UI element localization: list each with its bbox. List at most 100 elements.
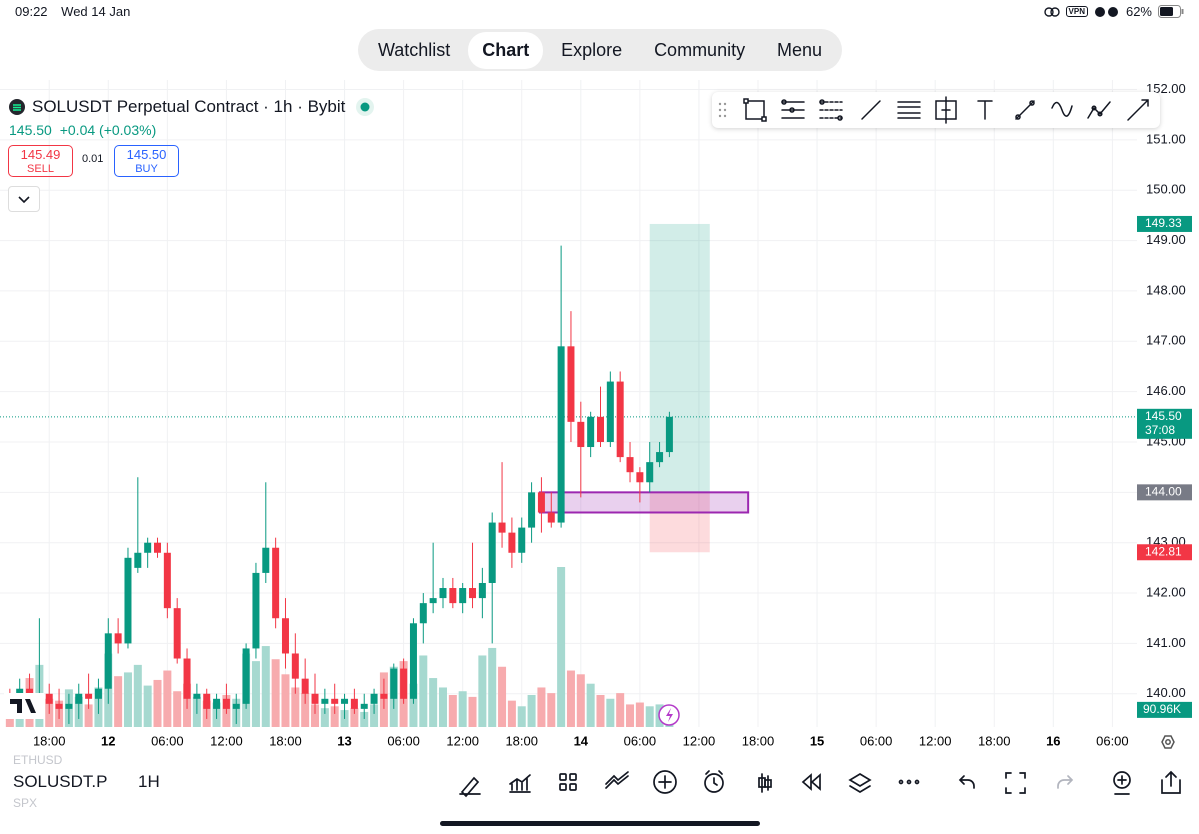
nav-tab[interactable]: Menu — [777, 39, 823, 60]
tool-measure[interactable] — [935, 96, 957, 124]
settings-icon[interactable] — [1161, 735, 1175, 749]
candle-body — [85, 693, 93, 699]
symbol-title[interactable]: SOLUSDT Perpetual Contract · 1h · Bybit — [32, 97, 346, 116]
volume-bar — [557, 567, 566, 727]
x-tick-label: 18:00 — [33, 733, 66, 748]
tool-text[interactable] — [977, 100, 993, 120]
nav-tab[interactable]: Explore — [561, 39, 623, 60]
candle-body — [596, 416, 604, 442]
tv-logo — [4, 693, 44, 719]
tool-parallel[interactable] — [781, 99, 805, 119]
last-price-label: 145.50 — [1145, 409, 1182, 423]
buy-button[interactable]: 145.50 BUY — [114, 145, 179, 177]
x-tick-label: 06:00 — [860, 733, 893, 748]
sell-price: 145.49 — [20, 147, 61, 162]
candle-body — [528, 492, 536, 528]
sell-button[interactable]: 145.49 SELL — [8, 145, 73, 177]
stop-label: 142.81 — [1145, 544, 1182, 558]
volume-bar — [458, 691, 467, 727]
watch-symbol[interactable]: SPX — [13, 796, 38, 810]
volume-bar — [261, 646, 270, 727]
home-indicator — [440, 821, 760, 826]
tool-horizontal[interactable] — [897, 101, 921, 119]
tool-fib[interactable] — [819, 99, 843, 121]
candle-body — [478, 582, 486, 599]
y-tick-label: 148.00 — [1146, 282, 1186, 297]
candle-body — [242, 648, 250, 704]
candle-body — [616, 381, 624, 458]
volume-bar — [123, 672, 132, 727]
volume-bar — [251, 661, 260, 727]
header-change: +0.04 (+0.03%) — [59, 122, 157, 138]
candle-body — [65, 703, 73, 709]
tool-trend-line[interactable] — [861, 100, 881, 120]
candle-body — [646, 462, 654, 483]
volume-bar — [153, 679, 162, 727]
target-label: 149.33 — [1145, 216, 1182, 230]
candle-body — [469, 588, 477, 599]
nav-tab[interactable]: Community — [654, 39, 746, 60]
volume-bar — [645, 706, 654, 727]
candle-body — [262, 547, 270, 573]
volume-bar — [468, 696, 477, 727]
candle-body — [587, 416, 595, 448]
zone-box — [538, 491, 750, 514]
x-tick-label: 12 — [101, 733, 115, 748]
x-tick-label: 12:00 — [919, 733, 952, 748]
x-tick-label: 06:00 — [624, 733, 657, 748]
vpn-badge: VPN — [1065, 6, 1088, 17]
candle-body — [222, 698, 230, 709]
candle-body — [508, 532, 516, 553]
volume-bar — [301, 693, 310, 727]
tool-arrow[interactable] — [1127, 99, 1149, 121]
symbol-header: SOLUSDT Perpetual Contract · 1h · Bybit — [8, 97, 375, 117]
price-row: 145.50 +0.04 (+0.03%) — [9, 122, 156, 138]
candle-body — [577, 421, 585, 448]
candle-body — [281, 618, 289, 654]
candle-body — [104, 633, 112, 689]
candle-body — [547, 512, 555, 523]
volume-bar — [478, 655, 487, 727]
tool-curve[interactable] — [1051, 101, 1073, 117]
candle-body — [409, 623, 417, 699]
status-time: 09:22 — [15, 4, 48, 19]
alert-icon[interactable] — [658, 704, 680, 726]
volume-bar — [596, 695, 605, 727]
price-axis: 140.00141.00142.00143.00144.00145.00146.… — [33, 80, 1199, 748]
drawing-toolbar — [712, 92, 1160, 128]
candle-body — [488, 522, 496, 583]
bottom-symbol[interactable]: SOLUSDT.P — [13, 772, 108, 791]
candle-body — [370, 693, 378, 704]
candle-body — [557, 346, 565, 523]
y-tick-label: 140.00 — [1146, 685, 1186, 700]
candle-body — [606, 381, 614, 442]
nav-tab[interactable]: Watchlist — [377, 39, 451, 60]
last-price-box — [1137, 408, 1192, 439]
watch-symbol[interactable]: ETHUSD — [13, 753, 63, 767]
tool-rectangle[interactable] — [743, 98, 767, 122]
candle-body — [341, 698, 349, 704]
tool-ray[interactable] — [1015, 100, 1035, 120]
bottom-icons[interactable] — [459, 770, 1181, 798]
candle-body — [232, 703, 240, 709]
entry-label-box — [1137, 484, 1192, 501]
y-tick-label: 141.00 — [1146, 635, 1186, 650]
collapse-button[interactable] — [8, 186, 40, 212]
tool-path[interactable] — [1087, 101, 1111, 119]
nav-tab[interactable]: Chart — [468, 31, 544, 69]
volume-bar — [547, 693, 556, 727]
volume-bar — [173, 691, 182, 727]
volume-bar — [606, 698, 615, 727]
bottom-interval[interactable]: 1H — [138, 772, 160, 791]
grid — [0, 80, 1137, 727]
candle-body — [173, 608, 181, 659]
loss-zone — [649, 492, 710, 553]
candle-body — [45, 693, 53, 704]
candle-body — [429, 598, 437, 604]
volume-bar — [360, 711, 369, 727]
status-glyphs — [1094, 6, 1118, 17]
candle-body — [124, 557, 132, 644]
candle-body — [193, 693, 201, 699]
drag-handle[interactable] — [718, 102, 727, 118]
